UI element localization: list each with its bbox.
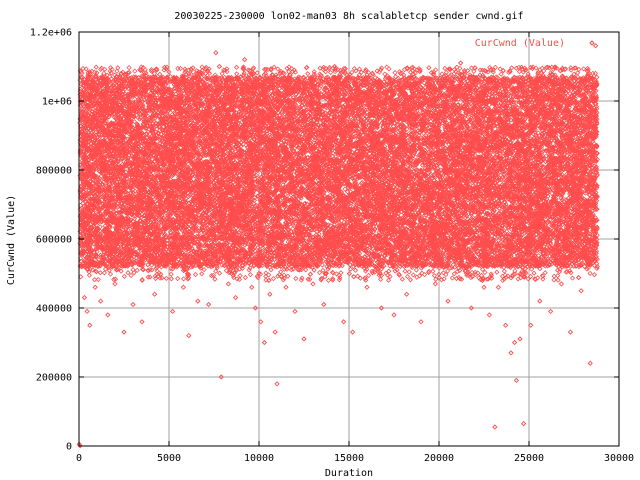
x-tick-label: 20000 (424, 453, 454, 464)
legend-label: CurCwnd (Value) (475, 38, 565, 49)
data-point (169, 308, 176, 315)
data-point (283, 284, 289, 290)
data-point (418, 319, 424, 325)
data-point (121, 329, 127, 335)
data-point (587, 360, 593, 366)
data-point (513, 377, 520, 384)
data-point (349, 329, 356, 335)
data-point (340, 319, 347, 325)
data-points (76, 43, 601, 449)
data-point (249, 284, 255, 290)
data-point (81, 294, 88, 301)
data-point (378, 305, 385, 311)
data-point (130, 301, 136, 308)
dense-point-cloud (77, 64, 600, 284)
data-point (547, 308, 554, 315)
x-tick-label: 0 (76, 453, 82, 464)
data-point (310, 281, 316, 287)
x-tick-label: 10000 (244, 453, 274, 464)
data-point (486, 312, 493, 318)
data-point (537, 298, 543, 304)
y-tick-label: 0 (66, 442, 72, 453)
legend: CurCwnd (Value) (475, 38, 595, 49)
data-point (87, 322, 93, 328)
data-point (594, 263, 601, 270)
data-point (492, 424, 498, 430)
x-tick-label: 25000 (514, 453, 544, 464)
data-point (225, 281, 232, 287)
y-tick-label: 200000 (36, 373, 72, 384)
y-tick-label: 400000 (36, 304, 72, 315)
data-point (445, 298, 451, 304)
axis-ticks: 0 5000 10000 15000 20000 25000 30000 0 200000 400… (30, 28, 634, 465)
data-point (502, 322, 509, 328)
data-point (364, 284, 370, 290)
y-tick-label: 1e+06 (42, 97, 72, 108)
data-point (267, 291, 273, 297)
data-point (391, 312, 397, 318)
data-point (205, 301, 212, 308)
data-point (252, 305, 259, 311)
data-point (84, 308, 90, 315)
data-point (241, 56, 248, 63)
data-point (403, 291, 410, 297)
x-axis-title: Duration (325, 468, 373, 479)
data-point (213, 50, 219, 56)
data-point (272, 329, 278, 335)
y-tick-label: 1.2e+06 (30, 28, 72, 39)
data-point (232, 294, 239, 301)
data-point (468, 305, 475, 311)
data-point (301, 336, 307, 342)
data-point (520, 420, 527, 427)
data-point (195, 298, 201, 304)
data-point (495, 284, 502, 290)
data-point (528, 322, 534, 328)
data-point (151, 291, 158, 297)
y-tick-label: 600000 (36, 235, 72, 246)
data-point (331, 63, 338, 70)
data-point (292, 308, 298, 315)
data-point (274, 381, 280, 387)
data-point (261, 339, 268, 346)
data-point (517, 336, 523, 342)
data-point (112, 281, 118, 287)
data-point (457, 60, 464, 66)
data-point (258, 319, 264, 325)
data-point (508, 350, 514, 356)
data-point (578, 288, 584, 294)
data-point (567, 329, 574, 335)
y-tick-label: 800000 (36, 166, 72, 177)
legend-marker-diamond-icon (589, 40, 595, 46)
data-point (186, 332, 192, 339)
data-point (321, 301, 327, 308)
data-point (139, 319, 145, 325)
data-point (180, 284, 187, 290)
data-point (481, 284, 487, 290)
data-point (216, 63, 223, 70)
x-tick-label: 15000 (334, 453, 364, 464)
data-point (432, 281, 439, 287)
data-point (97, 298, 104, 304)
chart-title: 20030225-230000 lon02-man03 8h scalablet… (174, 11, 523, 22)
x-tick-label: 30000 (604, 453, 634, 464)
data-point (592, 43, 599, 49)
data-point (79, 263, 85, 270)
x-tick-label: 5000 (157, 453, 181, 464)
data-point (79, 79, 86, 85)
data-point (92, 284, 98, 290)
data-point (105, 312, 111, 318)
data-point (511, 339, 518, 346)
y-axis-title: CurCwnd (Value) (6, 195, 17, 285)
data-point (558, 281, 565, 287)
data-point (218, 374, 224, 380)
